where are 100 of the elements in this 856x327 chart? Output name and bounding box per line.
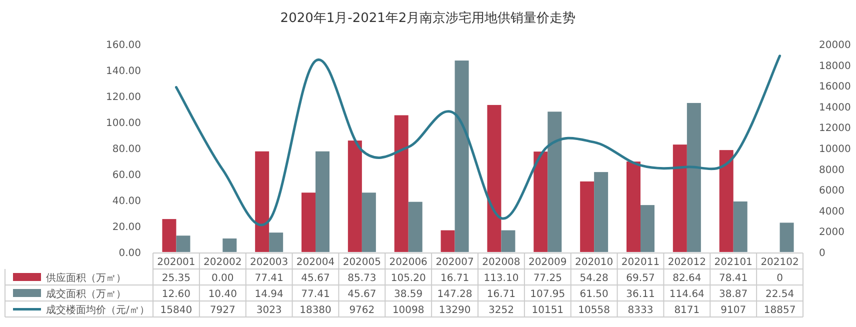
data-label: 3252	[488, 305, 514, 316]
y-tick-label: 20.00	[112, 222, 141, 233]
bar	[733, 201, 748, 252]
bar	[408, 202, 422, 252]
y-tick-label: 60.00	[112, 170, 141, 181]
bar	[162, 219, 176, 252]
legend-label: 成交楼面均价（元/㎡）	[46, 304, 150, 316]
y2-tick-label: 4000	[819, 206, 844, 218]
data-label: 16.71	[440, 273, 470, 284]
data-label: 61.50	[580, 289, 608, 300]
y-tick-label: 120.00	[106, 92, 141, 103]
x-tick-label: 202003	[250, 257, 288, 268]
bar	[222, 238, 237, 252]
x-tick-label: 202005	[342, 257, 382, 268]
y2-tick-label: 2000	[819, 227, 844, 238]
data-label: 10.40	[208, 289, 237, 300]
data-label: 38.59	[394, 289, 423, 300]
data-label: 7927	[210, 305, 236, 316]
bar	[176, 236, 190, 252]
data-label: 9762	[349, 305, 375, 316]
bar	[255, 151, 270, 252]
bar	[594, 172, 608, 252]
data-label: 36.11	[626, 289, 655, 300]
x-tick-label: 202010	[574, 257, 614, 268]
data-label: 16.71	[486, 289, 516, 300]
data-label: 0.00	[212, 273, 234, 284]
bar	[316, 151, 330, 252]
y-tick-label: 160.00	[106, 40, 141, 51]
bar	[640, 205, 654, 252]
y2-tick-label: 8000	[819, 164, 844, 176]
data-label: 113.10	[484, 273, 519, 284]
data-label: 8171	[674, 305, 700, 316]
y2-tick-label: 14000	[819, 102, 851, 114]
bar	[454, 60, 469, 252]
bar	[534, 152, 548, 252]
x-tick-label: 202006	[389, 257, 428, 268]
data-label: 107.95	[530, 289, 566, 300]
data-label: 10558	[578, 305, 610, 316]
data-label: 14.94	[254, 289, 284, 300]
x-tick-label: 202001	[157, 257, 196, 268]
data-label: 0	[776, 273, 783, 284]
data-label: 10098	[392, 305, 424, 316]
y2-tick-label: 12000	[819, 123, 851, 134]
bar	[719, 150, 734, 252]
data-label: 9107	[720, 305, 746, 316]
data-label: 82.64	[672, 273, 702, 284]
y2-tick-label: 6000	[819, 186, 844, 197]
data-label: 77.41	[301, 289, 330, 300]
bar	[394, 115, 408, 252]
data-label: 85.73	[348, 273, 376, 284]
data-label: 77.25	[533, 273, 562, 284]
y-tick-label: 100.00	[106, 118, 141, 129]
y-tick-label: 80.00	[112, 144, 141, 155]
bar	[686, 102, 701, 252]
bar	[269, 232, 284, 252]
data-label: 22.54	[765, 289, 794, 300]
y2-tick-label: 10000	[819, 144, 851, 155]
bar	[362, 192, 376, 252]
y-tick-label: 0.00	[118, 248, 141, 259]
data-label: 54.28	[580, 273, 608, 284]
y-tick-label: 140.00	[106, 66, 141, 77]
bar	[548, 112, 562, 252]
data-label: 45.67	[301, 273, 330, 284]
bar	[487, 104, 502, 252]
y2-tick-label: 18000	[819, 60, 851, 72]
data-label: 10151	[532, 305, 564, 316]
data-label: 13290	[438, 305, 471, 316]
bar	[302, 192, 316, 252]
x-tick-label: 202007	[436, 257, 474, 268]
data-label: 147.28	[437, 289, 472, 300]
data-label: 114.64	[669, 289, 704, 300]
data-label: 77.41	[254, 273, 284, 284]
bar	[348, 140, 362, 252]
y2-tick-label: 16000	[819, 82, 851, 93]
legend-label: 成交面积（万㎡）	[46, 288, 126, 300]
data-label: 15840	[160, 305, 192, 316]
x-tick-label: 202008	[482, 257, 520, 268]
bar	[501, 230, 516, 252]
data-label: 25.35	[162, 273, 191, 284]
bar	[626, 162, 640, 252]
x-tick-label: 202011	[621, 257, 660, 268]
data-label: 3023	[256, 305, 282, 316]
bar	[440, 230, 455, 252]
y-tick-label: 40.00	[112, 196, 141, 207]
x-tick-label: 202002	[204, 257, 242, 268]
x-tick-label: 202012	[668, 257, 706, 268]
x-tick-label: 202004	[296, 257, 335, 268]
data-label: 18857	[764, 305, 796, 316]
data-label: 8333	[628, 305, 654, 316]
data-label: 69.57	[626, 273, 655, 284]
legend-label: 供应面积（万㎡）	[46, 272, 126, 284]
x-tick-label: 202101	[714, 257, 752, 268]
bar	[780, 222, 794, 252]
data-label: 105.20	[390, 273, 426, 284]
data-label: 12.60	[162, 289, 191, 300]
data-label: 38.87	[719, 289, 748, 300]
bar	[672, 144, 687, 252]
bar	[580, 181, 594, 252]
x-tick-label: 202009	[528, 257, 567, 268]
data-label: 18380	[300, 305, 332, 316]
